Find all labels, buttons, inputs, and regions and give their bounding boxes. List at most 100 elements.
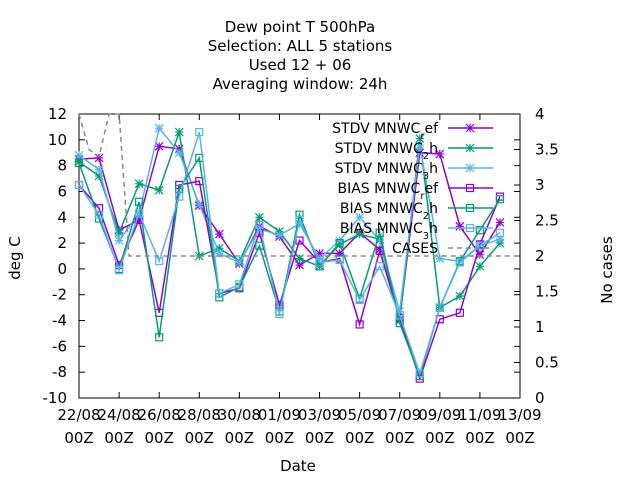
data-point xyxy=(154,185,164,195)
y-tick-label: 12 xyxy=(48,105,67,123)
legend-entry-label: BIAS MNWC2h xyxy=(340,201,438,222)
legend-entry-label: STDV MNWCref xyxy=(332,121,439,142)
x-tick-label: 26/08 xyxy=(138,406,181,424)
y2-tick-label: 0 xyxy=(535,389,545,407)
x-tick-label-time: 00Z xyxy=(265,429,294,447)
series-group xyxy=(74,113,520,383)
data-point xyxy=(375,228,384,237)
legend-marker xyxy=(465,123,475,133)
y2-axis-label: No cases xyxy=(598,236,616,304)
data-point xyxy=(135,209,144,218)
y-tick-label: 4 xyxy=(57,208,67,226)
x-tick-label-time: 00Z xyxy=(505,429,534,447)
y-tick-label: -8 xyxy=(52,363,67,381)
data-point xyxy=(234,258,244,267)
y-tick-label: 0 xyxy=(57,260,67,278)
x-axis-label: Date xyxy=(280,457,316,475)
data-point xyxy=(415,369,424,378)
series-0 xyxy=(74,141,505,324)
data-point xyxy=(455,308,464,317)
y2-tick-label: 2.5 xyxy=(535,212,559,230)
data-point xyxy=(74,150,84,160)
x-tick-label: 09/09 xyxy=(418,406,461,424)
data-point xyxy=(495,228,505,237)
data-point xyxy=(435,303,444,312)
y2-tick-label: 3 xyxy=(535,176,545,194)
x-tick-label: 22/08 xyxy=(57,406,100,424)
data-point xyxy=(74,158,84,168)
data-point xyxy=(395,319,404,328)
series-6 xyxy=(78,113,520,257)
series-line xyxy=(78,131,501,321)
data-point xyxy=(335,255,344,264)
data-point xyxy=(295,236,304,245)
title-line: Averaging window: 24h xyxy=(213,75,388,93)
data-point xyxy=(355,229,365,239)
y2-tick-label: 1.5 xyxy=(535,283,559,301)
data-point xyxy=(355,212,365,222)
legend-marker xyxy=(465,183,475,193)
x-tick-label: 11/09 xyxy=(458,406,501,424)
data-point xyxy=(114,266,124,275)
data-point xyxy=(295,260,304,270)
y-axis-label: deg C xyxy=(6,236,24,280)
legend-entry-label: BIAS MNWCref xyxy=(338,181,440,202)
data-point xyxy=(475,226,485,235)
data-point xyxy=(455,258,464,267)
y2-tick-label: 1 xyxy=(535,318,545,336)
y-tick-label: -6 xyxy=(52,337,67,355)
x-tick-label: 07/09 xyxy=(378,406,421,424)
data-point xyxy=(94,165,104,174)
series-line xyxy=(78,113,520,257)
legend-entry-label: CASES xyxy=(392,241,438,257)
x-tick-label: 01/09 xyxy=(258,406,301,424)
data-point xyxy=(255,228,264,237)
data-point xyxy=(375,262,384,271)
x-tick-label-time: 00Z xyxy=(465,429,494,447)
data-point xyxy=(135,197,144,206)
x-tick-label-time: 00Z xyxy=(144,429,173,447)
series-line xyxy=(78,126,501,312)
y-tick-label: 2 xyxy=(57,234,67,252)
y-tick-label: -2 xyxy=(52,286,67,304)
y-tick-label: 10 xyxy=(48,131,67,149)
x-tick-label-time: 00Z xyxy=(385,429,414,447)
data-point xyxy=(195,127,204,137)
legend-marker xyxy=(465,223,475,233)
data-point xyxy=(335,238,344,248)
data-point xyxy=(315,258,324,267)
y-tick-label: -4 xyxy=(52,312,67,330)
legend-marker xyxy=(465,203,475,213)
data-point xyxy=(455,291,465,301)
data-point xyxy=(175,184,184,193)
data-point xyxy=(475,241,485,250)
title-line: Selection: ALL 5 stations xyxy=(208,37,393,55)
data-point xyxy=(215,289,224,298)
data-point xyxy=(355,320,364,329)
data-point xyxy=(275,309,284,319)
data-point xyxy=(174,127,184,137)
data-point xyxy=(194,199,204,209)
data-point xyxy=(114,236,124,245)
legend-marker xyxy=(465,143,475,153)
data-point xyxy=(155,257,164,266)
y-tick-label: 6 xyxy=(57,182,67,200)
data-point xyxy=(455,221,465,231)
x-tick-label-time: 00Z xyxy=(425,429,454,447)
x-tick-label-time: 00Z xyxy=(104,429,133,447)
data-point xyxy=(355,295,364,304)
y2-tick-label: 4 xyxy=(535,105,545,123)
x-tick-label-time: 00Z xyxy=(64,429,93,447)
x-tick-label: 30/08 xyxy=(218,406,261,424)
title-line: Dew point T 500hPa xyxy=(225,18,375,36)
x-tick-label: 28/08 xyxy=(178,406,221,424)
legend-entry-label: BIAS MNWC3h xyxy=(340,221,438,242)
y2-tick-label: 2 xyxy=(535,247,545,265)
x-tick-label: 13/09 xyxy=(498,406,541,424)
data-point xyxy=(154,141,164,151)
data-point xyxy=(495,218,505,227)
data-point xyxy=(255,241,264,250)
